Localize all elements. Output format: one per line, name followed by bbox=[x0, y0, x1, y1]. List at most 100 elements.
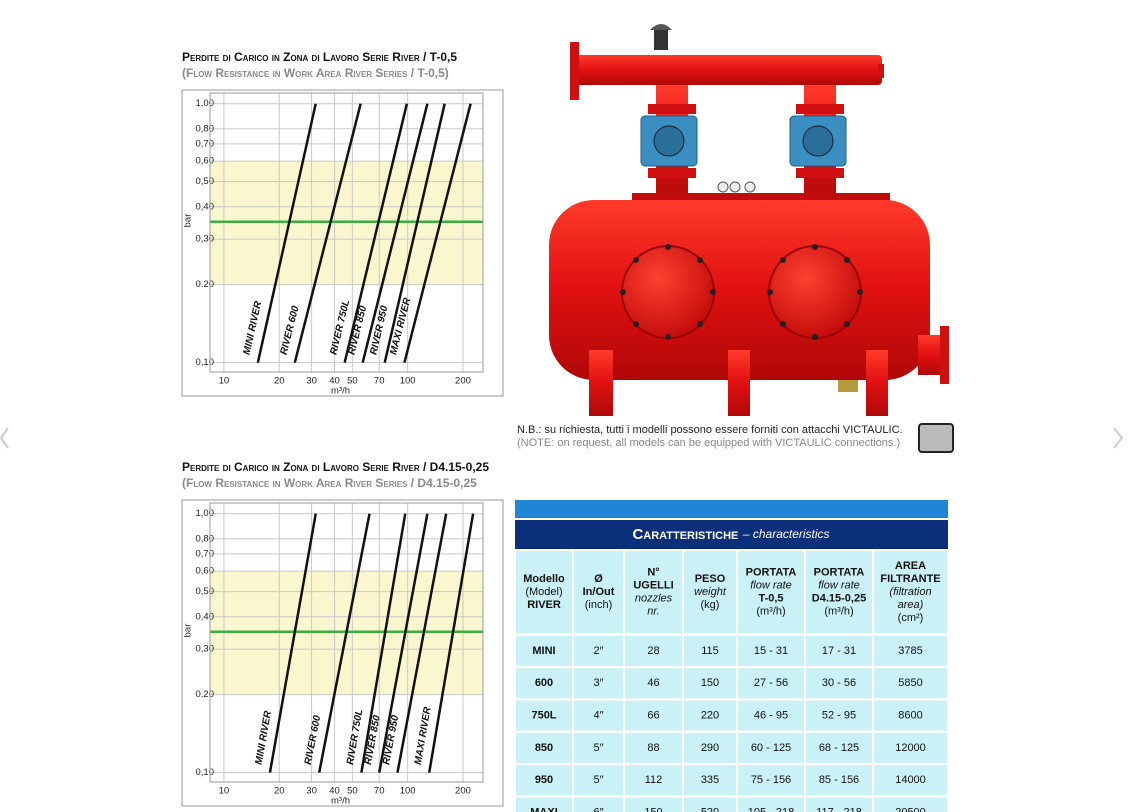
header-text: (filtration bbox=[889, 586, 931, 598]
cell-text: 2″ bbox=[593, 645, 603, 657]
header-text: nozzles bbox=[635, 592, 673, 604]
cell-text: 105 - 218 bbox=[748, 806, 794, 812]
cell-text: 46 - 95 bbox=[754, 710, 788, 722]
header-text: UGELLI bbox=[633, 579, 673, 591]
series-line bbox=[268, 513, 317, 773]
header-text: (Model) bbox=[525, 586, 562, 598]
cell-text: 112 bbox=[645, 774, 663, 786]
cell-text: 5850 bbox=[898, 677, 922, 689]
cell-text: 6″ bbox=[593, 806, 603, 812]
cell-text: 28 bbox=[647, 645, 659, 657]
x-tick-label: 100 bbox=[400, 376, 416, 387]
header-cell bbox=[738, 551, 804, 633]
header-text: Ø bbox=[594, 573, 603, 585]
table-cell bbox=[806, 765, 872, 796]
header-text: D4.15-0,25 bbox=[812, 592, 866, 604]
header-text: (cm²) bbox=[898, 612, 924, 624]
y-tick-label: 0,60 bbox=[196, 566, 215, 577]
table-cell bbox=[806, 700, 872, 731]
header-text: PESO bbox=[695, 573, 726, 585]
y-tick-label: 0,30 bbox=[196, 644, 215, 655]
plot-border bbox=[209, 92, 484, 373]
nav-prev[interactable] bbox=[0, 427, 9, 449]
header-cell bbox=[806, 551, 872, 633]
cell-text: MAXI bbox=[530, 806, 558, 812]
y-tick-label: 0,50 bbox=[196, 176, 215, 187]
table-cell bbox=[738, 636, 804, 666]
cell-text: 950 bbox=[535, 774, 553, 786]
note-en: (NOTE: on request, all models can be equ… bbox=[517, 437, 900, 449]
table-cell bbox=[874, 765, 947, 796]
header-text: area) bbox=[898, 599, 924, 611]
cell-text: 5″ bbox=[593, 774, 603, 786]
cell-text: 750L bbox=[531, 710, 556, 722]
y-tick-label: 1,00 bbox=[196, 508, 215, 519]
chart-subtitle: (Flow Resistance in Work Area River Seri… bbox=[182, 476, 477, 490]
x-tick-label: 40 bbox=[329, 786, 340, 797]
header-text: T-0,5 bbox=[758, 592, 783, 604]
cell-text: 3785 bbox=[898, 645, 922, 657]
x-tick-label: 70 bbox=[374, 786, 385, 797]
y-tick-label: 0,80 bbox=[196, 533, 215, 544]
y-tick-label: 0,10 bbox=[196, 767, 215, 778]
header-text: PORTATA bbox=[746, 566, 797, 578]
header-text: PORTATA bbox=[814, 566, 865, 578]
series-line bbox=[396, 513, 448, 773]
table-cell bbox=[684, 668, 736, 699]
cell-text: 27 - 56 bbox=[754, 677, 788, 689]
table-cell bbox=[516, 668, 572, 699]
y-tick-label: 0.20 bbox=[196, 279, 215, 290]
table-title-main: Caratteristiche bbox=[632, 526, 738, 543]
table-cell bbox=[516, 700, 572, 731]
nav-next[interactable] bbox=[1113, 427, 1124, 449]
table-cell bbox=[806, 668, 872, 699]
x-tick-label: 10 bbox=[219, 376, 230, 387]
header-cell bbox=[516, 551, 572, 633]
header-cell bbox=[684, 551, 736, 633]
header-text: RIVER bbox=[527, 599, 561, 611]
table-cell bbox=[874, 732, 947, 763]
plot-border bbox=[209, 502, 484, 783]
table-title: Caratteristiche – characteristics bbox=[632, 526, 829, 543]
table-cell bbox=[516, 765, 572, 796]
cell-text: 520 bbox=[701, 806, 719, 812]
x-tick-label: 200 bbox=[455, 786, 471, 797]
header-text: FILTRANTE bbox=[880, 573, 940, 585]
table-cell bbox=[574, 732, 623, 763]
header-text: (m³/h) bbox=[824, 605, 853, 617]
header-text: (kg) bbox=[701, 599, 720, 611]
table-cell bbox=[574, 797, 623, 812]
cell-text: 4″ bbox=[593, 710, 603, 722]
cell-text: 88 bbox=[647, 742, 659, 754]
table-title-sub: – characteristics bbox=[742, 527, 830, 541]
series-line bbox=[427, 513, 475, 773]
table-cell bbox=[574, 636, 623, 666]
series-line bbox=[317, 513, 371, 773]
header-text: In/Out bbox=[583, 586, 615, 598]
table-cell bbox=[684, 700, 736, 731]
table-cell bbox=[574, 700, 623, 731]
x-axis-label: m³/h bbox=[331, 796, 350, 807]
cell-text: 15 - 31 bbox=[754, 645, 788, 657]
table-cell bbox=[516, 732, 572, 763]
table-cell bbox=[874, 700, 947, 731]
cell-text: 68 - 125 bbox=[819, 742, 859, 754]
cell-text: 75 - 156 bbox=[751, 774, 791, 786]
cell-text: 20500 bbox=[895, 806, 926, 812]
cell-text: 8600 bbox=[898, 710, 922, 722]
y-tick-label: 0,30 bbox=[196, 234, 215, 245]
y-tick-label: 0,60 bbox=[196, 156, 215, 167]
y-tick-label: 0,50 bbox=[196, 586, 215, 597]
cell-text: 150 bbox=[644, 806, 662, 812]
cell-text: 220 bbox=[701, 710, 719, 722]
x-tick-label: 200 bbox=[455, 376, 471, 387]
header-text: flow rate bbox=[818, 579, 860, 591]
table-cell bbox=[684, 765, 736, 796]
table-cell bbox=[874, 668, 947, 699]
table-cell bbox=[625, 668, 682, 699]
y-tick-label: 0,80 bbox=[196, 123, 215, 134]
y-tick-label: 0,40 bbox=[196, 201, 215, 212]
y-tick-label: 0,40 bbox=[196, 611, 215, 622]
table-title-bar bbox=[515, 520, 948, 549]
